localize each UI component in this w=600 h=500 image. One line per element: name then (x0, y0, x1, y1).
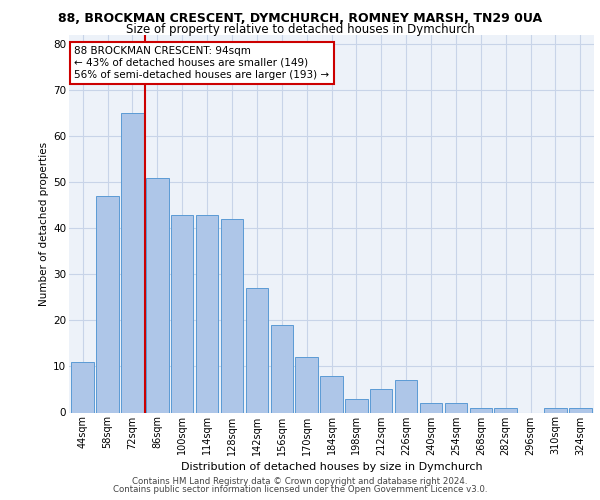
Bar (569, 408, 592, 412)
Bar (271, 325, 293, 412)
Bar (146, 178, 169, 412)
Text: 88 BROCKMAN CRESCENT: 94sqm
← 43% of detached houses are smaller (149)
56% of se: 88 BROCKMAN CRESCENT: 94sqm ← 43% of det… (74, 46, 329, 80)
Bar (97, 196, 119, 412)
Bar (320, 376, 343, 412)
Bar (420, 404, 442, 412)
Bar (171, 214, 193, 412)
Bar (544, 408, 566, 412)
Text: 88, BROCKMAN CRESCENT, DYMCHURCH, ROMNEY MARSH, TN29 0UA: 88, BROCKMAN CRESCENT, DYMCHURCH, ROMNEY… (58, 12, 542, 26)
Bar (221, 219, 243, 412)
Y-axis label: Number of detached properties: Number of detached properties (39, 142, 49, 306)
Bar (395, 380, 418, 412)
Bar (121, 114, 143, 412)
Bar (196, 214, 218, 412)
Bar (494, 408, 517, 412)
Bar (245, 288, 268, 412)
Text: Contains HM Land Registry data © Crown copyright and database right 2024.: Contains HM Land Registry data © Crown c… (132, 477, 468, 486)
X-axis label: Distribution of detached houses by size in Dymchurch: Distribution of detached houses by size … (181, 462, 482, 471)
Bar (295, 358, 318, 412)
Bar (345, 398, 368, 412)
Text: Contains public sector information licensed under the Open Government Licence v3: Contains public sector information licen… (113, 484, 487, 494)
Text: Size of property relative to detached houses in Dymchurch: Size of property relative to detached ho… (125, 22, 475, 36)
Bar (71, 362, 94, 412)
Bar (470, 408, 492, 412)
Bar (445, 404, 467, 412)
Bar (370, 390, 392, 412)
